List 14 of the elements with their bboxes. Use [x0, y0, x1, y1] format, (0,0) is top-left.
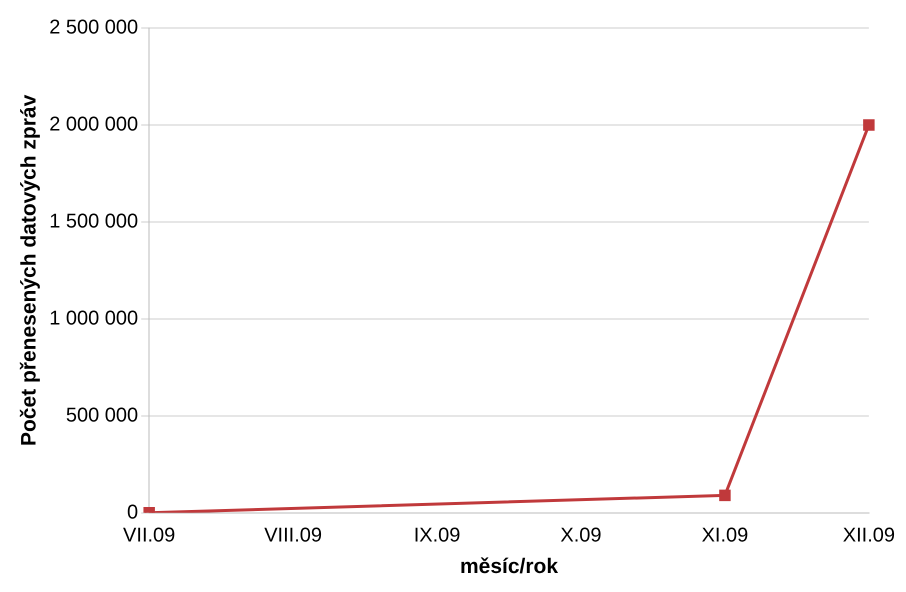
x-tick-label: X.09: [560, 524, 602, 546]
y-tick-label: 500 000: [66, 404, 138, 426]
x-tick-label: XII.09: [842, 524, 896, 546]
y-tick-label: 0: [127, 501, 138, 524]
x-tick-label: VIII.09: [264, 524, 322, 546]
x-axis-title: měsíc/rok: [460, 555, 558, 578]
y-tick-label: 2 000 000: [49, 113, 138, 136]
y-tick-label: 1 500 000: [49, 210, 138, 232]
y-tick-label: 1 000 000: [49, 307, 138, 330]
x-tick-label: IX.09: [414, 524, 460, 546]
y-axis-title: Počet přenesených datových zpráv: [17, 94, 40, 446]
x-tick-label: XI.09: [702, 524, 748, 546]
y-tick-label: 2 500 000: [49, 16, 138, 39]
x-tick-label: VII.09: [123, 524, 176, 546]
